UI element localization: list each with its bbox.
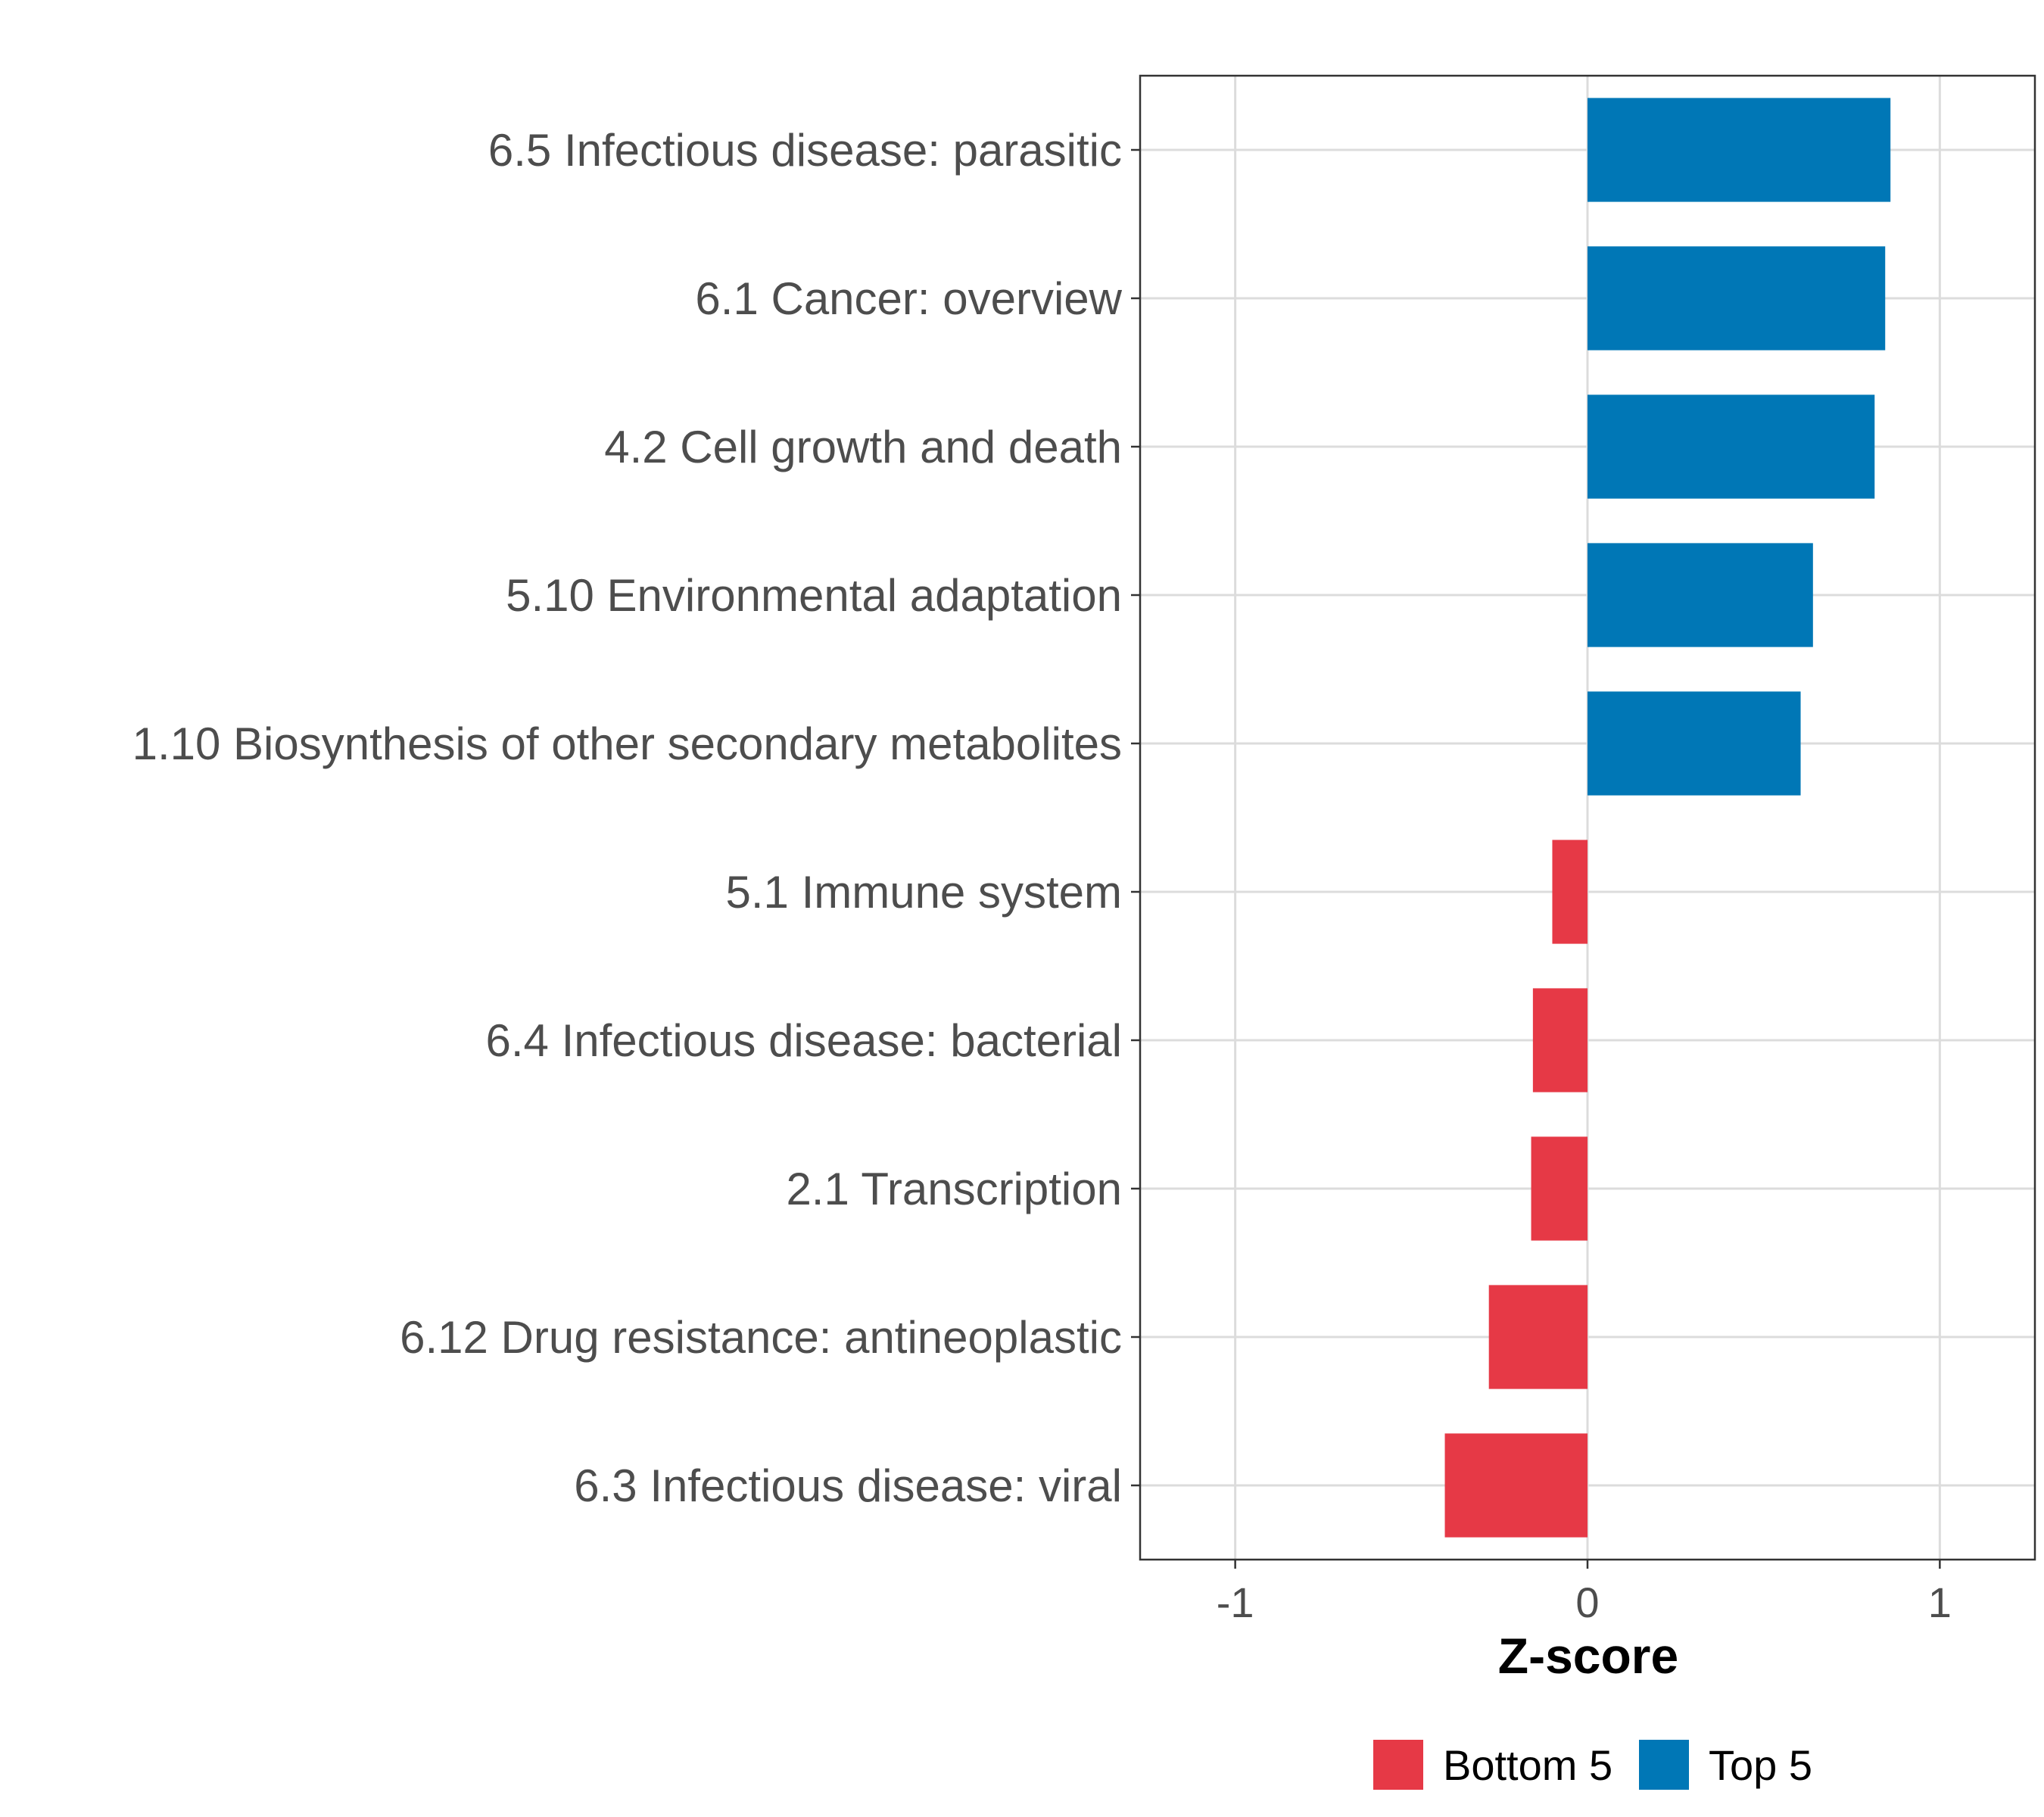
y-tick-label: 5.10 Environmental adaptation [506, 570, 1122, 621]
x-tick-label: 0 [1575, 1579, 1599, 1626]
y-tick-label: 6.12 Drug resistance: antineoplastic [400, 1312, 1122, 1363]
x-tick-label: -1 [1217, 1579, 1254, 1626]
y-axis-labels: 6.5 Infectious disease: parasitic 6.1 Can… [132, 125, 1140, 1511]
bars [1444, 98, 1891, 1538]
bar [1532, 988, 1588, 1092]
y-tick-label: 6.4 Infectious disease: bacterial [486, 1015, 1123, 1066]
y-tick-label: 2.1 Transcription [786, 1164, 1122, 1214]
bar [1588, 98, 1891, 202]
legend-key [1373, 1740, 1423, 1790]
bar [1444, 1433, 1588, 1538]
y-tick-label: 5.1 Immune system [725, 867, 1122, 918]
y-tick-label: 6.5 Infectious disease: parasitic [488, 125, 1122, 176]
legend: Bottom 5 Top 5 [1373, 1740, 1812, 1790]
x-axis-title: Z-score [1498, 1628, 1678, 1684]
y-tick-label: 4.2 Cell growth and death [604, 422, 1122, 472]
bar [1588, 691, 1801, 796]
y-tick-label: 6.1 Cancer: overview [695, 273, 1122, 324]
bar [1588, 246, 1886, 351]
bar [1588, 543, 1813, 647]
x-axis-ticks: -1 0 1 [1217, 1560, 1952, 1626]
legend-label: Bottom 5 [1443, 1741, 1612, 1789]
y-tick-label: 1.10 Biosynthesis of other secondary met… [132, 718, 1122, 769]
x-tick-label: 1 [1928, 1579, 1952, 1626]
bar [1552, 840, 1588, 944]
bar [1531, 1136, 1588, 1241]
bar [1488, 1285, 1588, 1389]
bar [1588, 394, 1875, 499]
legend-key [1639, 1740, 1689, 1790]
legend-label: Top 5 [1709, 1741, 1812, 1789]
y-tick-label: 6.3 Infectious disease: viral [574, 1460, 1122, 1511]
